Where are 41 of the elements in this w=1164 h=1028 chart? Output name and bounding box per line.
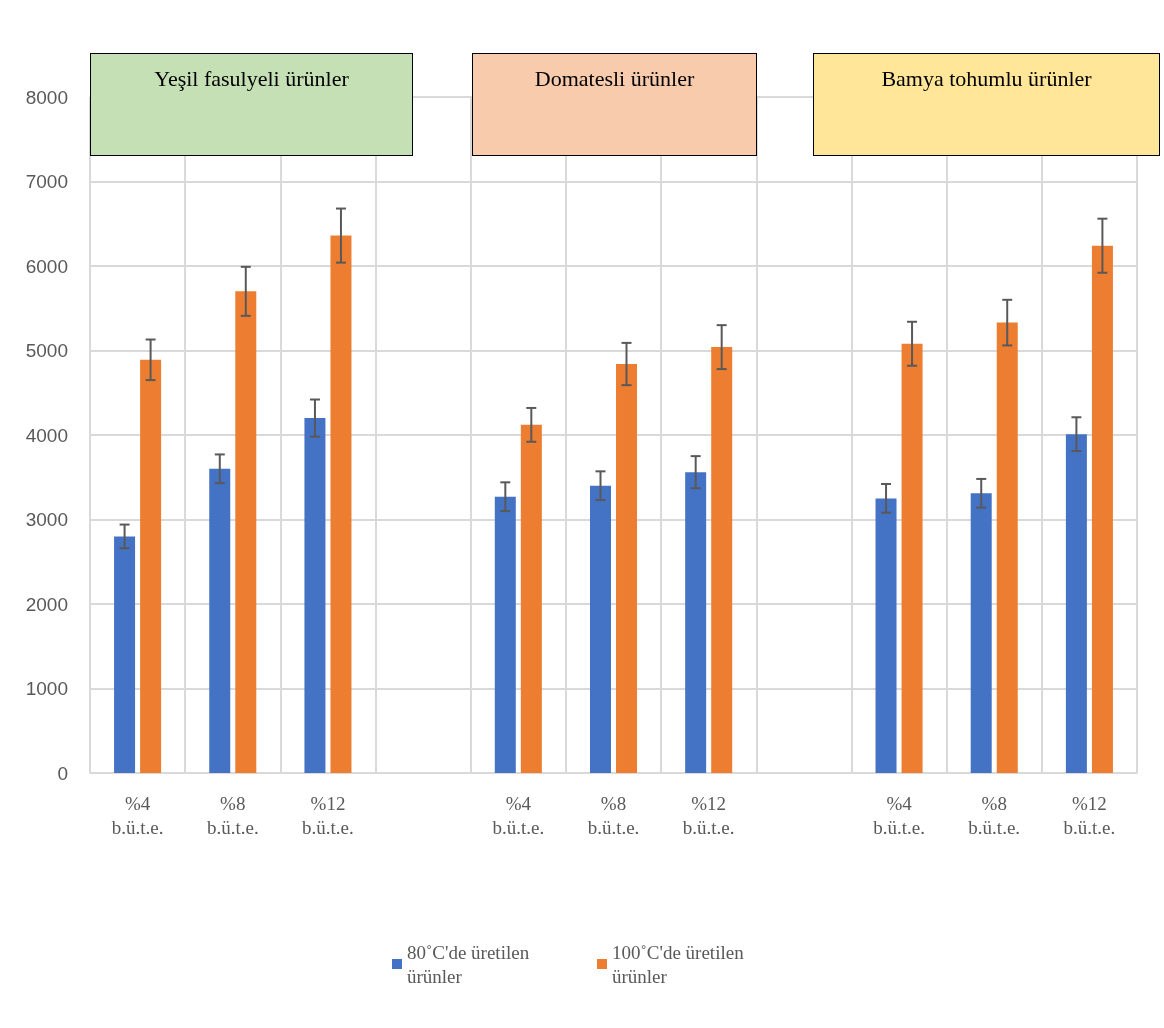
bar bbox=[235, 291, 257, 773]
x-tick-label: %12 b.ü.t.e. bbox=[302, 792, 354, 838]
legend-label: 80˚C'de üretilen ürünler bbox=[407, 941, 534, 987]
x-tick-label: %8 b.ü.t.e. bbox=[587, 792, 640, 838]
y-tick-label: 0 bbox=[57, 762, 68, 784]
y-tick-label: 8000 bbox=[25, 86, 68, 108]
y-tick-label: 1000 bbox=[25, 678, 68, 699]
bar bbox=[140, 359, 162, 773]
y-tick-label: 7000 bbox=[25, 171, 68, 192]
x-tick-label: %8 b.ü.t.e. bbox=[206, 792, 259, 838]
bar bbox=[996, 322, 1018, 773]
label-box: Bamya tohumlu ürünler bbox=[813, 53, 1160, 156]
y-tick-label: 3000 bbox=[25, 509, 68, 530]
x-tick-label: %12 b.ü.t.e. bbox=[682, 792, 735, 838]
bar bbox=[1091, 245, 1113, 773]
x-tick-label: %4 b.ü.t.e. bbox=[873, 792, 925, 838]
y-tick-label: 4000 bbox=[25, 424, 68, 446]
x-tick-label: %12 b.ü.t.e. bbox=[1063, 792, 1116, 838]
y-tick-label: 2000 bbox=[25, 593, 68, 615]
x-tick-label: %4 b.ü.t.e. bbox=[111, 792, 164, 838]
x-tick-label: %4 b.ü.t.e. bbox=[492, 792, 545, 838]
legend-label: 100˚C'de üretilen ürünler bbox=[612, 941, 749, 987]
y-tick-label: 5000 bbox=[25, 340, 68, 361]
bar bbox=[304, 418, 326, 773]
bar bbox=[616, 364, 638, 773]
bar bbox=[589, 485, 611, 773]
bar bbox=[685, 472, 707, 773]
bar bbox=[114, 536, 136, 773]
bar bbox=[901, 343, 923, 773]
bar bbox=[209, 468, 231, 773]
bar bbox=[875, 498, 897, 773]
label-box: Domatesli ürünler bbox=[472, 53, 757, 156]
x-tick-label: %8 b.ü.t.e. bbox=[968, 792, 1021, 838]
bar bbox=[330, 235, 352, 773]
bar bbox=[711, 347, 733, 773]
y-tick-label: 6000 bbox=[25, 255, 68, 277]
label-box: Yeşil fasulyeli ürünler bbox=[90, 53, 413, 156]
bar bbox=[494, 496, 516, 773]
bar bbox=[1065, 434, 1087, 773]
bar bbox=[520, 424, 542, 773]
bar bbox=[970, 493, 992, 773]
